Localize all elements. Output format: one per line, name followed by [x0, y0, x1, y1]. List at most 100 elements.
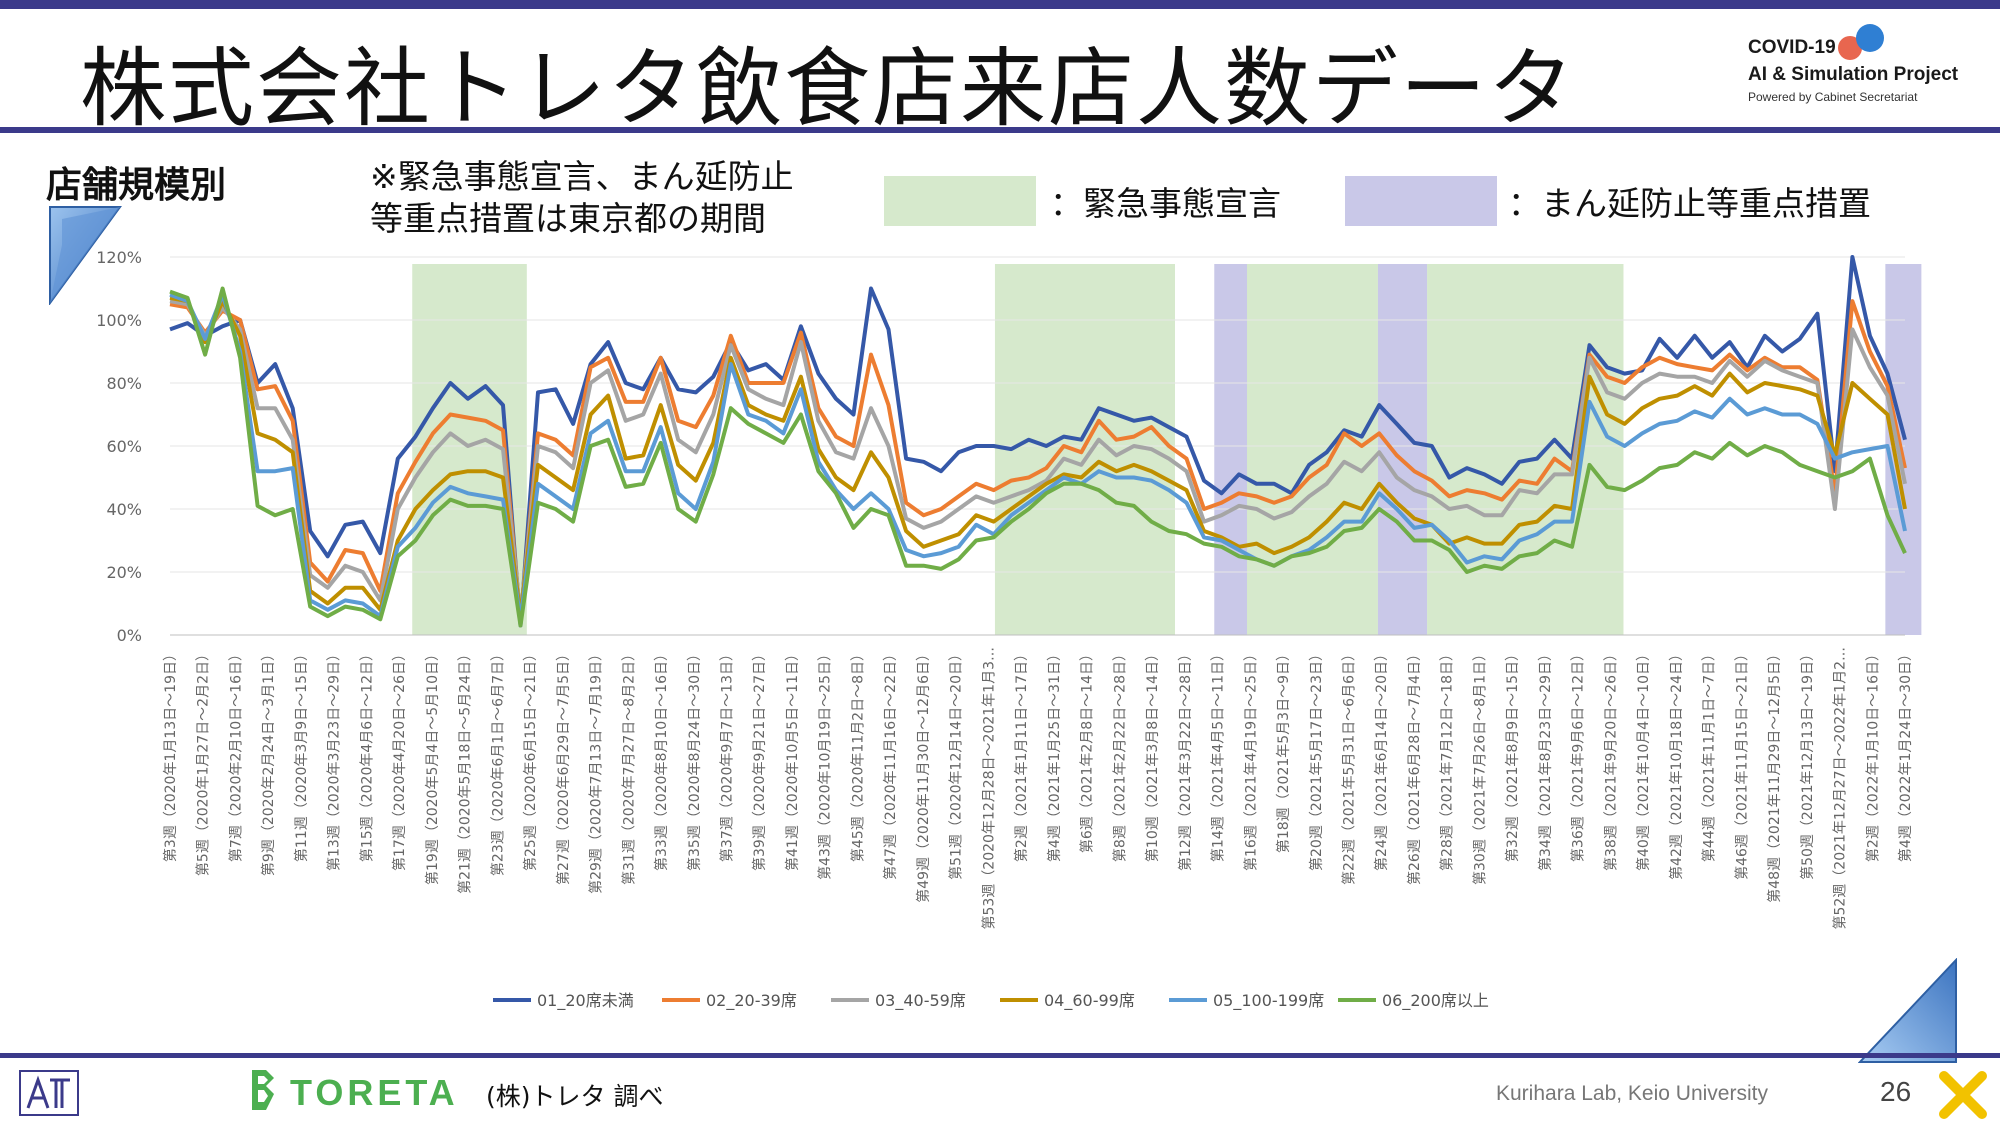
- x-tick-label: 第9週（2020年2月24日～3月1日）: [260, 647, 277, 876]
- emergency-legend-label: ：緊急事態宣言: [1050, 184, 1281, 223]
- period-note-line-2: 等重点措置は東京都の期間: [370, 199, 766, 238]
- series-line: [169, 255, 1907, 628]
- x-tick-label: 第42週（2021年10月18日～24日）: [1668, 647, 1685, 880]
- x-tick-label: 第37週（2020年9月7日～13日）: [719, 647, 736, 862]
- priority-legend-label: ：まん延防止等重点措置: [1508, 184, 1871, 223]
- y-tick-label: 100%: [96, 311, 142, 330]
- logo-line-3: Powered by Cabinet Secretariat: [1748, 90, 1918, 104]
- page-title: 株式会社トレタ飲食店来店人数データ: [80, 39, 1576, 139]
- x-tick-label: 第25週（2020年6月15日～21日）: [522, 647, 539, 871]
- series-line: [169, 292, 1907, 622]
- x-tick-label: 第24週（2021年6月14日～20日）: [1373, 647, 1390, 871]
- corner-decoration-right: [1858, 958, 1957, 1063]
- x-tick-label: 第49週（2020年11月30日～12月6日）: [915, 647, 932, 903]
- series-line: [169, 299, 1907, 619]
- x-tick-label: 第29週（2020年7月13日～7月19日）: [588, 647, 605, 894]
- x-tick-label: 第22週（2021年5月31日～6月6日）: [1340, 647, 1357, 885]
- x-tick-label: 第16週（2021年4月19日～25日）: [1242, 647, 1259, 871]
- toreta-logo-icon: [252, 1070, 274, 1110]
- x-tick-label: 第18週（2021年5月3日～9日）: [1275, 647, 1292, 853]
- x-tick-label: 第26週（2021年6月28日～7月4日）: [1406, 647, 1423, 885]
- x-tick-label: 第6週（2021年2月8日～14日）: [1079, 647, 1096, 853]
- priority-legend-swatch: [1345, 176, 1497, 226]
- x-tick-label: 第43週（2020年10月19日～25日）: [817, 647, 834, 880]
- x-tick-label: 第4週（2022年1月24日～30日）: [1897, 647, 1914, 862]
- x-tick-label: 第11週（2020年3月9日～15日）: [293, 647, 310, 862]
- x-tick-label: 第15週（2020年4月6日～12日）: [358, 647, 375, 862]
- x-tick-label: 第31週（2020年7月27日～8月2日）: [620, 647, 637, 885]
- title-divider: [0, 127, 2000, 133]
- x-tick-label: 第36週（2021年9月6日～12日）: [1570, 647, 1587, 862]
- period-note-line-1: ※緊急事態宣言、まん延防止: [370, 157, 794, 196]
- x-tick-label: 第51週（2020年12月14日～20日）: [948, 647, 965, 880]
- legend-label: 05_100-199席: [1213, 991, 1324, 1011]
- toreta-brand: TORETA: [290, 1072, 459, 1113]
- x-tick-label: 第50週（2021年12月13日～19日）: [1799, 647, 1816, 880]
- x-tick-label: 第52週（2021年12月27日～2022年1月2…: [1832, 647, 1849, 930]
- logo-blue-dot: [1856, 24, 1884, 52]
- x-tick-label: 第41週（2020年10月5日～11日）: [784, 647, 801, 871]
- page-number: 26: [1880, 1076, 1912, 1107]
- x-tick-label: 第17週（2020年4月20日～26日）: [391, 647, 408, 871]
- corner-decoration-left: [49, 206, 122, 305]
- institute-logo-icon: [19, 1070, 79, 1116]
- lab-credit: Kurihara Lab, Keio University: [1496, 1082, 1768, 1105]
- x-tick-label: 第46週（2021年11月15日～21日）: [1733, 647, 1750, 880]
- x-tick-label: 第4週（2021年1月25日～31日）: [1046, 647, 1063, 862]
- x-tick-label: 第20週（2021年5月17日～23日）: [1308, 647, 1325, 871]
- x-tick-label: 第5週（2020年1月27日～2月2日）: [195, 647, 212, 876]
- legend-label: 04_60-99席: [1044, 991, 1135, 1011]
- x-tick-label: 第3週（2020年1月13日～19日）: [162, 647, 179, 862]
- x-tick-label: 第33週（2020年8月10日～16日）: [653, 647, 670, 871]
- legend-label: 06_200席以上: [1382, 991, 1489, 1011]
- x-tick-label: 第21週（2020年5月18日～5月24日）: [457, 647, 474, 894]
- x-tick-label: 第12週（2021年3月22日～28日）: [1177, 647, 1194, 871]
- priority-period-band: [1214, 264, 1248, 635]
- series-line: [169, 295, 1907, 619]
- x-tick-label: 第39週（2020年9月21日～27日）: [751, 647, 768, 871]
- x-tick-label: 第2週（2022年1月10日～16日）: [1864, 647, 1881, 862]
- x-tick-label: 第45週（2020年11月2日～8日）: [849, 647, 866, 862]
- y-tick-label: 60%: [106, 437, 142, 456]
- logo-line-1: COVID-19: [1748, 37, 1836, 58]
- x-tick-label: 第44週（2021年11月1日～7日）: [1701, 647, 1718, 862]
- series-line: [169, 286, 1907, 628]
- x-tick-label: 第47週（2020年11月16日～22日）: [882, 647, 899, 880]
- x-logo-icon: [1939, 1071, 1987, 1119]
- legend-label: 03_40-59席: [875, 991, 966, 1011]
- y-tick-label: 80%: [106, 374, 142, 393]
- y-tick-label: 0%: [117, 626, 142, 645]
- data-source: (株)トレタ 調べ: [486, 1082, 664, 1111]
- x-tick-label: 第40週（2021年10月4日～10日）: [1635, 647, 1652, 871]
- y-tick-label: 120%: [96, 248, 142, 267]
- emergency-period-band: [1247, 264, 1378, 635]
- emergency-legend-swatch: [884, 176, 1036, 226]
- top-accent-bar: [0, 0, 2000, 9]
- section-label: 店舗規模別: [46, 165, 227, 206]
- series-line: [169, 299, 1907, 622]
- legend-label: 01_20席未満: [537, 991, 634, 1011]
- x-tick-label: 第34週（2021年8月23日～29日）: [1537, 647, 1554, 871]
- x-tick-label: 第30週（2021年7月26日～8月1日）: [1471, 647, 1488, 885]
- x-tick-label: 第10週（2021年3月8日～14日）: [1144, 647, 1161, 862]
- x-tick-label: 第14週（2021年4月5日～11日）: [1210, 647, 1227, 862]
- x-tick-label: 第28週（2021年7月12日～18日）: [1439, 647, 1456, 871]
- x-tick-label: 第7週（2020年2月10日～16日）: [227, 647, 244, 862]
- x-tick-label: 第19週（2020年5月4日～5月10日）: [424, 647, 441, 885]
- logo-line-2: AI & Simulation Project: [1748, 64, 1959, 85]
- y-tick-label: 40%: [106, 500, 142, 519]
- x-tick-label: 第8週（2021年2月22日～28日）: [1111, 647, 1128, 862]
- x-tick-label: 第38週（2021年9月20日～26日）: [1602, 647, 1619, 871]
- emergency-period-band: [1427, 264, 1624, 635]
- x-tick-label: 第48週（2021年11月29日～12月5日）: [1766, 647, 1783, 903]
- period-note: ※緊急事態宣言、まん延防止 等重点措置は東京都の期間: [370, 156, 794, 240]
- x-tick-label: 第35週（2020年8月24日～30日）: [686, 647, 703, 871]
- visitor-line-chart: 0% 20% 40% 60% 80% 100% 120% 第3週（2020年1月13日～19日…: [96, 248, 1922, 1011]
- footer-divider: [0, 1053, 2000, 1058]
- priority-period-band: [1885, 264, 1922, 635]
- x-tick-label: 第32週（2021年8月9日～15日）: [1504, 647, 1521, 862]
- legend-label: 02_20-39席: [706, 991, 797, 1011]
- priority-period-band: [1377, 264, 1428, 635]
- x-tick-label: 第53週（2020年12月28日～2021年1月3…: [980, 647, 997, 930]
- y-tick-label: 20%: [106, 563, 142, 582]
